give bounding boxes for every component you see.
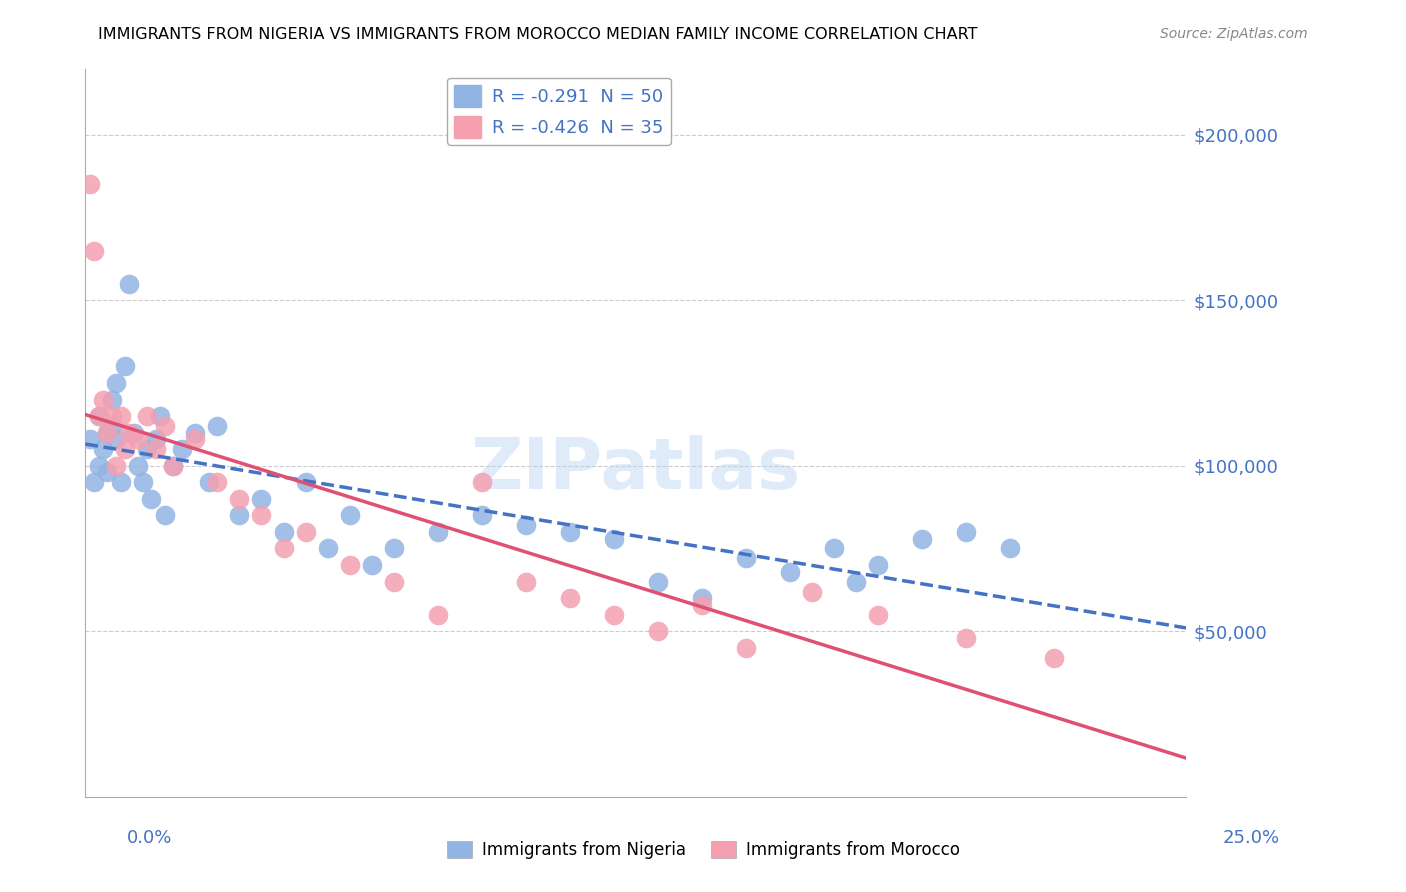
Point [426,607,449,622]
Point [339,508,361,523]
Point [558,524,581,539]
Point [868,607,890,622]
Point [735,551,758,566]
Point [779,565,801,579]
Point [127,458,149,473]
Point [823,541,845,556]
Point [149,409,172,423]
Point [273,541,295,556]
Point [184,425,207,440]
Point [558,591,581,606]
Point [91,392,114,407]
Point [145,442,167,457]
Point [273,524,295,539]
Point [603,607,626,622]
Text: Source: ZipAtlas.com: Source: ZipAtlas.com [1160,27,1308,41]
Point [145,432,167,446]
Point [868,558,890,572]
Point [647,624,669,639]
Point [105,432,128,446]
Point [79,178,101,192]
Point [127,432,149,446]
Point [955,631,977,645]
Point [911,532,934,546]
Point [118,277,141,291]
Legend: R = -0.291  N = 50, R = -0.426  N = 35: R = -0.291 N = 50, R = -0.426 N = 35 [447,78,671,145]
Point [162,458,184,473]
Point [1000,541,1022,556]
Point [955,524,977,539]
Point [153,508,176,523]
Text: ZIPatlas: ZIPatlas [471,434,801,503]
Point [184,432,207,446]
Point [87,409,110,423]
Point [228,508,250,523]
Point [426,524,449,539]
Point [845,574,868,589]
Point [83,475,105,490]
Point [83,244,105,258]
Point [105,376,128,390]
Point [647,574,669,589]
Point [382,574,405,589]
Point [114,359,136,374]
Point [87,409,110,423]
Legend: Immigrants from Nigeria, Immigrants from Morocco: Immigrants from Nigeria, Immigrants from… [440,834,966,866]
Point [122,425,145,440]
Point [87,458,110,473]
Point [690,598,713,612]
Point [91,442,114,457]
Point [197,475,219,490]
Point [153,419,176,434]
Point [141,491,163,506]
Point [515,518,537,533]
Point [471,508,494,523]
Text: 25.0%: 25.0% [1222,830,1279,847]
Point [207,419,229,434]
Point [96,425,118,440]
Point [471,475,494,490]
Point [250,508,273,523]
Point [105,458,128,473]
Point [382,541,405,556]
Point [131,475,153,490]
Point [316,541,339,556]
Point [100,409,122,423]
Point [100,419,122,434]
Point [114,442,136,457]
Point [515,574,537,589]
Point [96,425,118,440]
Point [250,491,273,506]
Point [110,409,132,423]
Point [110,475,132,490]
Point [207,475,229,490]
Point [228,491,250,506]
Point [735,640,758,655]
Point [136,442,159,457]
Point [136,409,159,423]
Point [79,432,101,446]
Point [294,524,316,539]
Point [294,475,316,490]
Point [1043,650,1066,665]
Point [801,584,824,599]
Text: IMMIGRANTS FROM NIGERIA VS IMMIGRANTS FROM MOROCCO MEDIAN FAMILY INCOME CORRELAT: IMMIGRANTS FROM NIGERIA VS IMMIGRANTS FR… [98,27,979,42]
Point [100,392,122,407]
Point [118,425,141,440]
Point [603,532,626,546]
Point [690,591,713,606]
Point [339,558,361,572]
Point [360,558,382,572]
Point [96,466,118,480]
Point [172,442,194,457]
Text: 0.0%: 0.0% [127,830,172,847]
Point [162,458,184,473]
